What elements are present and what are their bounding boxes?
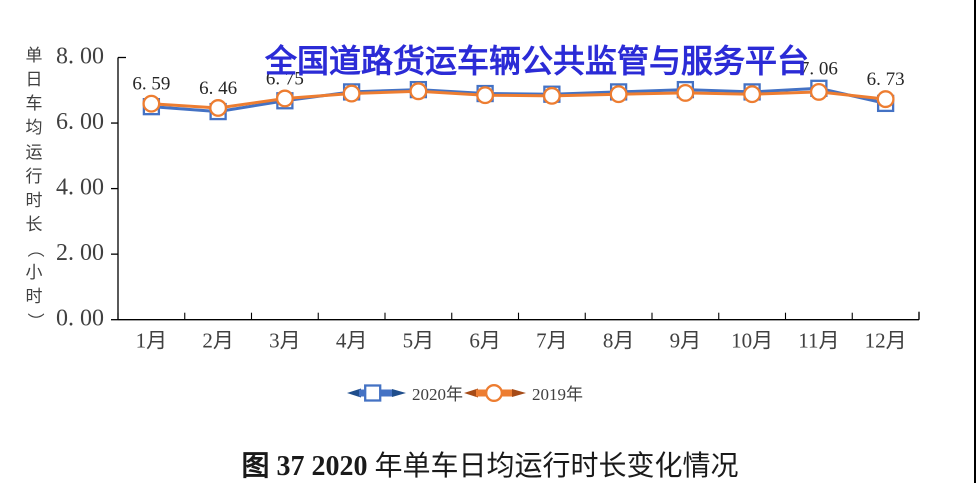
svg-text:9月: 9月 [670,329,702,353]
svg-text:11月: 11月 [798,329,839,353]
svg-text:1月: 1月 [136,329,168,353]
svg-text:8月: 8月 [603,329,635,353]
svg-text:12月: 12月 [865,329,907,353]
svg-text:2019年: 2019年 [532,385,583,404]
svg-text:2月: 2月 [202,329,234,353]
svg-text:4. 00: 4. 00 [56,175,104,201]
svg-text:10月: 10月 [731,329,773,353]
svg-text:7月: 7月 [536,329,568,353]
svg-text:2020年: 2020年 [412,385,463,404]
svg-text:6. 00: 6. 00 [56,109,104,135]
svg-text:5月: 5月 [403,329,435,353]
svg-text:4月: 4月 [336,329,368,353]
svg-text:3月: 3月 [269,329,301,353]
svg-text:6月: 6月 [469,329,501,353]
svg-text:0. 00: 0. 00 [56,306,104,332]
svg-text:2. 00: 2. 00 [56,240,104,266]
